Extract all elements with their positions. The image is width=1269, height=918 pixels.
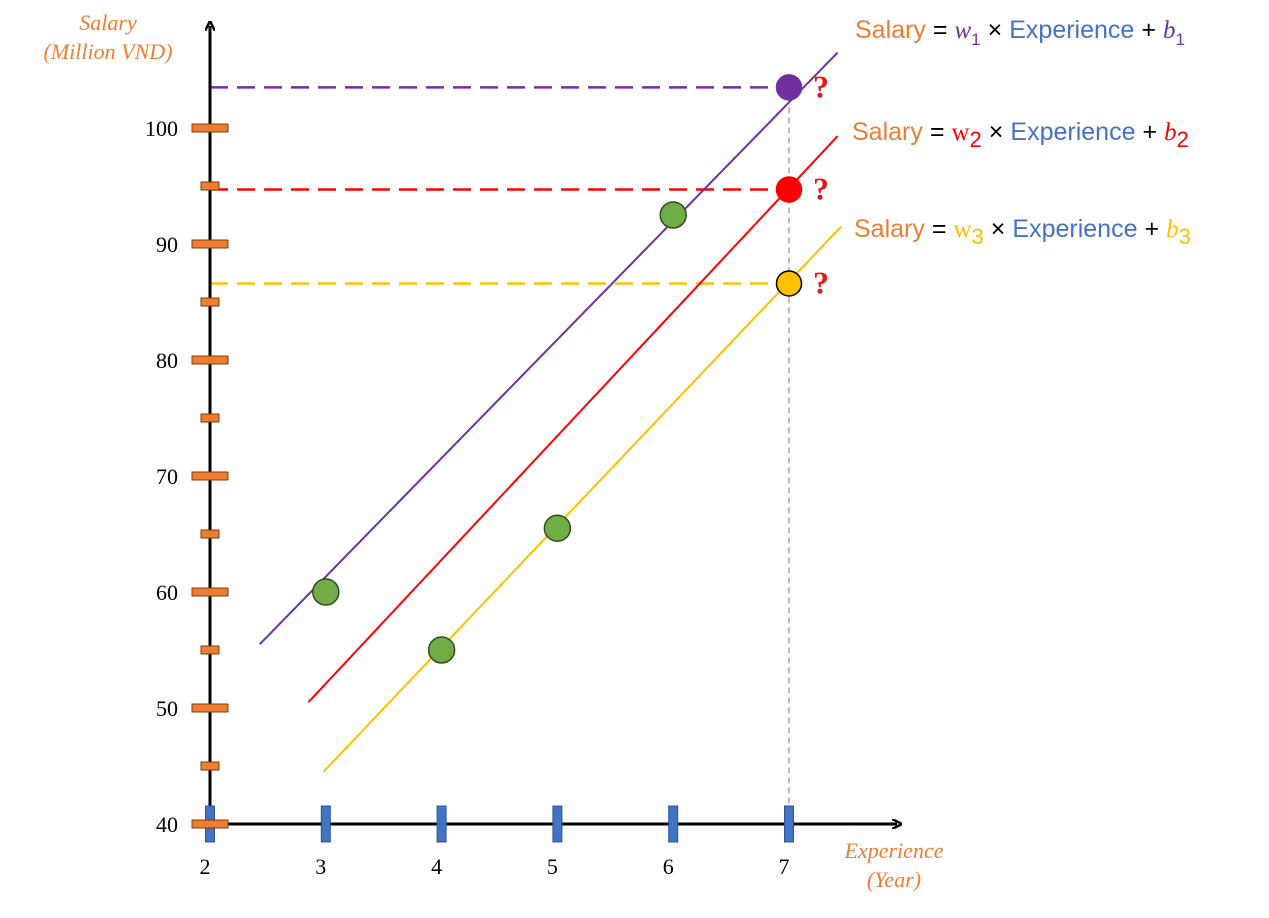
equation-bias: b (1164, 119, 1177, 146)
data-point (659, 201, 687, 229)
y-major-tick (191, 123, 229, 133)
equation-weight-subscript: 2 (970, 127, 982, 152)
equation-feature: Experience (1009, 16, 1134, 44)
equation-equals: = (932, 215, 947, 243)
y-major-tick (191, 703, 229, 713)
data-points: ??? (312, 68, 829, 664)
equation-plus: + (1141, 16, 1156, 44)
y-major-tick (191, 471, 229, 481)
regression-line-3 (322, 225, 842, 773)
equation-lhs: Salary (852, 118, 923, 146)
prediction-point-1 (775, 74, 803, 101)
x-tick-mark (320, 805, 331, 843)
y-major-tick (191, 239, 229, 249)
x-tick-label: 7 (779, 854, 790, 879)
y-major-tick (191, 587, 229, 597)
x-tick-mark (552, 805, 563, 843)
x-axis-label: (Year) (867, 867, 921, 892)
equation-plus: + (1144, 215, 1159, 243)
equation-2: Salary = w2 × Experience + b2 (852, 118, 1189, 152)
prediction-question-mark: ? (813, 68, 829, 104)
regression-line-2 (307, 135, 839, 703)
equation-3: Salary = w3 × Experience + b3 (854, 215, 1191, 249)
equation-feature: Experience (1010, 118, 1135, 146)
equation-weight-subscript: 1 (971, 30, 980, 49)
y-major-tick (191, 355, 229, 365)
equation-times: × (988, 16, 1003, 44)
regression-lines (259, 51, 842, 773)
y-minor-tick (200, 761, 220, 771)
y-tick-label: 80 (156, 348, 178, 373)
equation-times: × (991, 215, 1006, 243)
equation-bias-subscript: 3 (1179, 224, 1191, 249)
equation-bias-subscript: 1 (1175, 30, 1184, 49)
x-tick-mark (668, 805, 679, 843)
equation-bias: b (1163, 17, 1176, 44)
y-minor-tick (200, 297, 220, 307)
labels: Salary (Million VND) Experience (Year) Salar… (44, 10, 1191, 892)
y-major-tick (191, 819, 229, 829)
x-tick-label: 2 (200, 854, 211, 879)
equation-weight: w (953, 216, 971, 243)
equation-equals: = (933, 16, 948, 44)
ticks: 2 3 4 5 6 7 40 50 60 70 80 90 100 (145, 116, 794, 879)
data-point (543, 514, 572, 542)
y-tick-label: 70 (156, 464, 178, 489)
guide-lines (210, 86, 790, 824)
y-minor-tick (200, 413, 220, 423)
data-point (312, 578, 340, 606)
equation-lhs: Salary (854, 215, 925, 243)
equation-weight-subscript: 3 (972, 224, 984, 249)
prediction-point-3 (775, 270, 803, 297)
y-axis-label: Salary (79, 10, 137, 35)
prediction-point-2 (775, 176, 803, 203)
equation-weight: w (951, 119, 969, 146)
regression-line-1 (259, 51, 839, 645)
y-minor-tick (200, 529, 220, 539)
y-tick-label: 60 (156, 580, 178, 605)
equation-times: × (989, 118, 1004, 146)
data-point (427, 636, 456, 664)
prediction-question-mark: ? (813, 170, 829, 206)
y-minor-tick (200, 181, 220, 191)
y-axis-label: (Million VND) (44, 39, 173, 64)
y-tick-label: 40 (156, 812, 178, 837)
equation-bias-subscript: 2 (1177, 127, 1189, 152)
x-tick-mark (436, 805, 447, 843)
y-minor-tick (200, 645, 220, 655)
x-tick-label: 3 (315, 854, 326, 879)
equation-equals: = (930, 118, 945, 146)
y-tick-label: 100 (145, 116, 178, 141)
prediction-question-mark: ? (813, 264, 829, 300)
equation-weight: w (954, 17, 971, 44)
x-tick-label: 5 (547, 854, 558, 879)
equation-bias: b (1166, 216, 1179, 243)
x-tick-label: 4 (431, 854, 442, 879)
x-axis-label: Experience (844, 838, 944, 863)
y-tick-label: 50 (156, 696, 178, 721)
equation-lhs: Salary (855, 16, 926, 44)
equation-feature: Experience (1012, 215, 1137, 243)
x-tick-label: 6 (663, 854, 674, 879)
x-tick-mark (784, 805, 794, 843)
equation-plus: + (1142, 118, 1157, 146)
y-tick-label: 90 (156, 232, 178, 257)
equation-1: Salary = w1 × Experience + b1 (855, 16, 1185, 49)
axes (210, 26, 897, 830)
